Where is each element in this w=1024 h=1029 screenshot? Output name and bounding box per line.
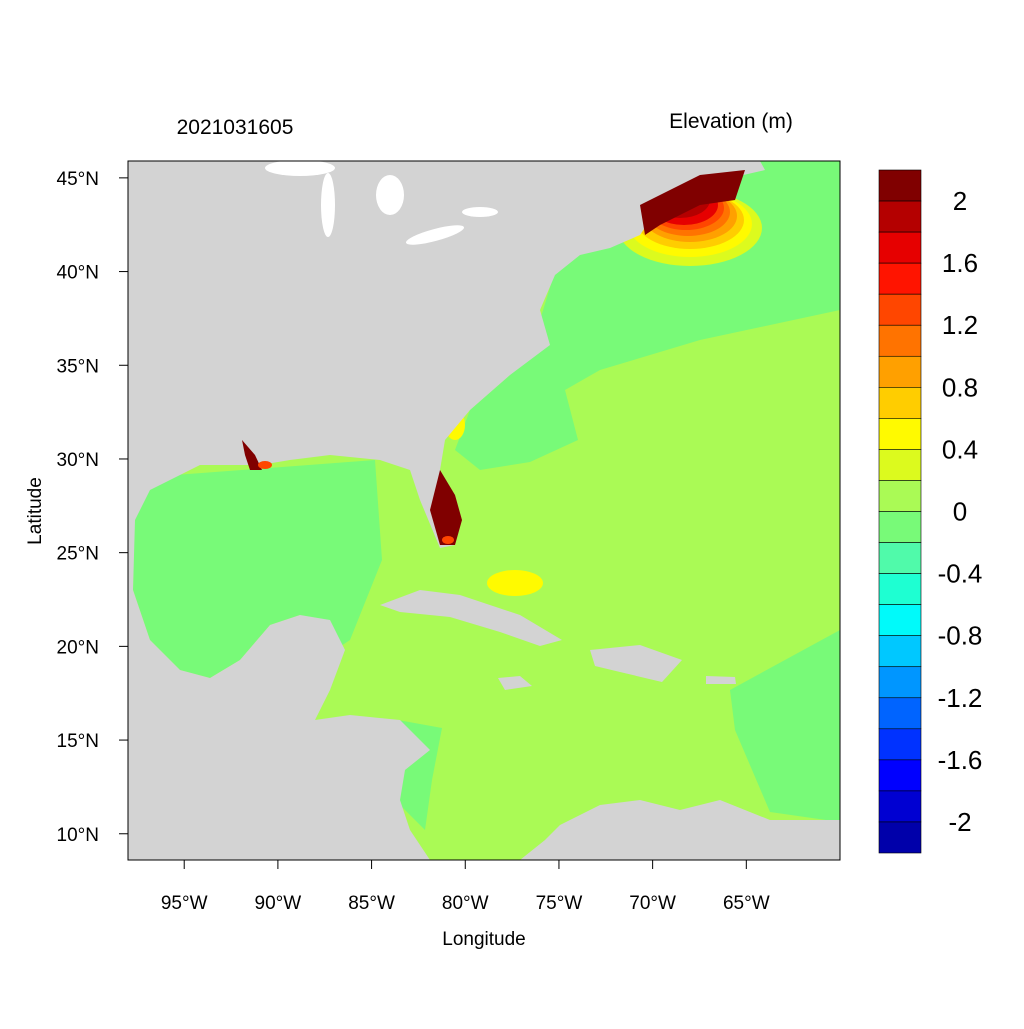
y-tick-label: 15°N (57, 731, 99, 752)
colorbar: 2 1.6 1.2 0.8 0.4 0 -0.4 -0.8 -1.2 -1.6 -2 (878, 169, 983, 854)
colorbar-swatch (878, 728, 922, 761)
colorbar-label: -2 (948, 807, 971, 837)
colorbar-swatch (878, 604, 922, 636)
puerto-rico (706, 676, 736, 684)
timestamp-title: 2021031605 (177, 116, 294, 139)
x-tick-label: 95°W (161, 893, 208, 914)
colorbar-swatch (878, 231, 922, 264)
colorbar-swatch (878, 387, 922, 419)
colorbar-swatch (878, 293, 922, 326)
colorbar-swatch (878, 635, 922, 668)
colorbar-label: 1.2 (942, 310, 978, 340)
south-america-land (460, 800, 840, 860)
colorbar-swatch (878, 697, 922, 730)
y-tick-label: 10°N (57, 825, 99, 846)
colorbar-swatch (878, 821, 922, 854)
x-axis-label: Longitude (442, 929, 525, 950)
colorbar-swatch (878, 449, 922, 481)
y-tick-label: 30°N (57, 450, 99, 471)
y-tick-label: 45°N (57, 169, 99, 190)
y-tick-label: 20°N (57, 637, 99, 658)
colorbar-swatch (878, 573, 922, 605)
x-tick-label: 75°W (536, 893, 583, 914)
colorbar-swatch (878, 759, 922, 792)
x-tick-label: 65°W (723, 893, 770, 914)
colorbar-swatch (878, 418, 922, 450)
colorbar-label: -0.4 (938, 559, 983, 589)
colorbar-label: -0.8 (938, 621, 983, 651)
colorbar-label: -1.6 (938, 745, 983, 775)
plot-frame (127, 160, 841, 861)
colorbar-swatch (878, 480, 922, 512)
x-tick-label: 85°W (348, 893, 395, 914)
colorbar-label: 0 (953, 497, 967, 527)
colorbar-swatch (878, 324, 922, 357)
colorbar-swatch (878, 169, 922, 202)
variable-title: Elevation (m) (669, 110, 793, 133)
y-axis: 10°N 15°N 20°N 25°N 30°N 35°N 40°N 45°N (57, 169, 128, 846)
y-axis-label: Latitude (25, 477, 46, 545)
x-tick-label: 90°W (255, 893, 302, 914)
map-area (128, 161, 840, 860)
colorbar-swatch (878, 511, 922, 543)
colorbar-swatch (878, 200, 922, 233)
y-tick-label: 35°N (57, 356, 99, 377)
colorbar-label: 0.8 (942, 372, 978, 402)
colorbar-label: 0.4 (942, 434, 978, 464)
jamaica (498, 676, 532, 690)
colorbar-swatch (878, 262, 922, 295)
bahamas-surge (487, 570, 543, 596)
x-axis: 95°W 90°W 85°W 80°W 75°W 70°W 65°W (161, 860, 770, 914)
y-tick-label: 25°N (57, 544, 99, 565)
great-lakes (265, 161, 498, 245)
colorbar-swatch (878, 542, 922, 574)
x-tick-label: 70°W (629, 893, 676, 914)
y-tick-label: 40°N (57, 263, 99, 284)
colorbar-swatch (878, 666, 922, 699)
colorbar-label: 1.6 (942, 248, 978, 278)
hispaniola (590, 645, 682, 682)
coastal-inundation (242, 170, 745, 545)
colorbar-label: 2 (953, 186, 967, 216)
cuba (380, 590, 562, 646)
colorbar-swatch (878, 355, 922, 388)
colorbar-label: -1.2 (938, 683, 983, 713)
caribbean-east-region (730, 630, 840, 822)
x-tick-label: 80°W (442, 893, 489, 914)
colorbar-swatch (878, 790, 922, 823)
